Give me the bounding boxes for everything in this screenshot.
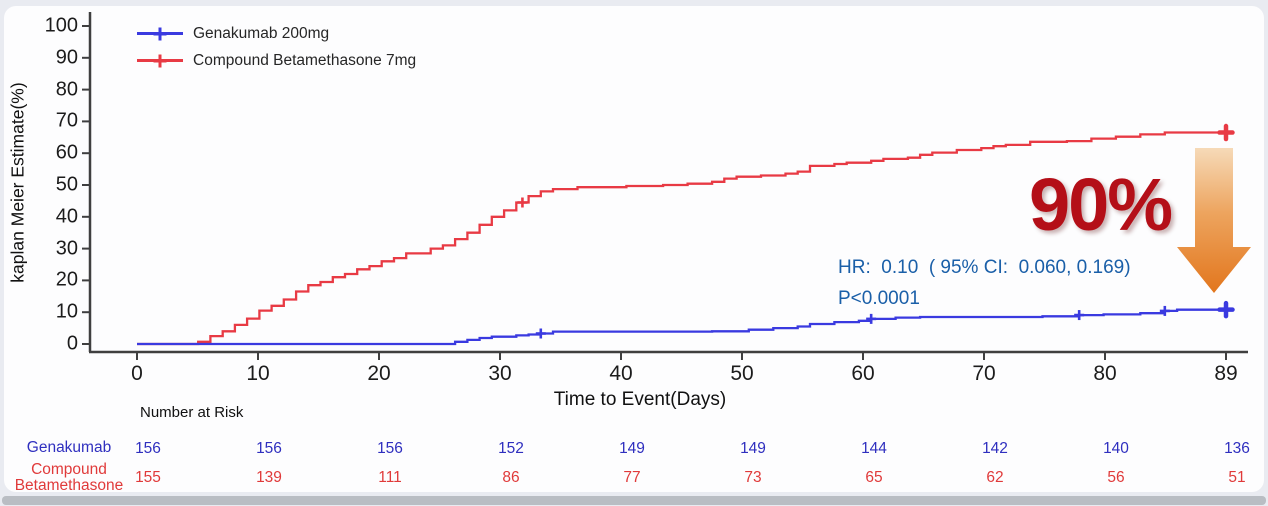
x-tick-label: 10 — [246, 362, 270, 385]
censor-plus-icon — [153, 54, 167, 67]
risk-count-cell: 156 — [135, 440, 161, 457]
risk-count-cell: 56 — [1107, 469, 1125, 486]
y-tick-label: 90 — [55, 46, 78, 69]
reduction-percentage-callout: 90% — [1028, 163, 1173, 246]
chart-card — [4, 6, 1264, 492]
risk-count-cell: 139 — [256, 469, 282, 486]
x-tick-label: 60 — [851, 362, 875, 385]
p-value-text: P<0.0001 — [838, 288, 920, 309]
risk-count-cell: 149 — [740, 440, 766, 457]
risk-count-cell: 142 — [982, 440, 1008, 457]
betamethasone-line-swatch-icon — [137, 54, 183, 67]
risk-count-cell: 156 — [256, 440, 282, 457]
legend-label: Compound Betamethasone 7mg — [193, 51, 417, 69]
legend: Genakumab 200mg Compound Betamethasone 7… — [137, 20, 416, 74]
risk-count-cell: 144 — [861, 440, 887, 457]
y-tick-label: 20 — [55, 268, 78, 291]
y-tick-label: 50 — [55, 173, 78, 196]
x-tick-label: 50 — [730, 362, 754, 385]
risk-count-cell: 111 — [378, 469, 402, 486]
x-tick-label: 70 — [972, 362, 996, 385]
risk-count-cell: 149 — [619, 440, 645, 457]
y-tick-label: 0 — [66, 332, 78, 355]
y-tick-label: 60 — [55, 141, 78, 164]
y-axis-title: kaplan Meier Estimate(%) — [7, 82, 28, 283]
risk-row-label-genakumab: Genakumab — [26, 439, 112, 456]
bottom-bar — [2, 496, 1266, 505]
x-tick-label: 30 — [488, 362, 512, 385]
risk-table-header: Number at Risk — [140, 404, 244, 421]
y-tick-label: 70 — [55, 109, 78, 132]
y-tick-label: 80 — [55, 78, 78, 101]
y-tick-label: 100 — [44, 14, 78, 37]
x-tick-label: 89 — [1214, 362, 1238, 385]
risk-row-label-betamethasone: Compound Betamethasone — [14, 461, 124, 494]
risk-count-cell: 152 — [498, 440, 524, 457]
x-tick-label: 40 — [609, 362, 633, 385]
risk-count-cell: 155 — [135, 469, 161, 486]
genakumab-line-swatch-icon — [137, 27, 183, 40]
statistics-annotation: HR: 0.10 ( 95% CI: 0.060, 0.169) P<0.0001 — [838, 252, 1131, 314]
risk-count-cell: 156 — [377, 440, 403, 457]
risk-count-cell: 62 — [986, 469, 1004, 486]
decrease-arrow-icon — [1177, 148, 1251, 293]
legend-item-betamethasone: Compound Betamethasone 7mg — [137, 47, 416, 74]
risk-count-cell: 140 — [1103, 440, 1129, 457]
x-tick-label: 20 — [367, 362, 391, 385]
y-tick-label: 30 — [55, 237, 78, 260]
legend-label: Genakumab 200mg — [193, 24, 330, 42]
risk-count-cell: 136 — [1224, 440, 1250, 457]
risk-count-cell: 73 — [744, 469, 762, 486]
x-axis-title: Time to Event(Days) — [553, 389, 727, 410]
risk-count-cell: 65 — [865, 469, 883, 486]
y-tick-label: 40 — [55, 205, 78, 228]
x-tick-label: 0 — [131, 362, 143, 385]
risk-count-cell: 51 — [1228, 469, 1246, 486]
x-tick-label: 80 — [1093, 362, 1117, 385]
risk-count-cell: 86 — [502, 469, 520, 486]
legend-item-genakumab: Genakumab 200mg — [137, 20, 416, 47]
risk-count-cell: 77 — [623, 469, 641, 486]
hazard-ratio-text: HR: 0.10 ( 95% CI: 0.060, 0.169) — [838, 257, 1131, 278]
censor-plus-icon — [153, 27, 167, 40]
y-tick-label: 10 — [55, 300, 78, 323]
